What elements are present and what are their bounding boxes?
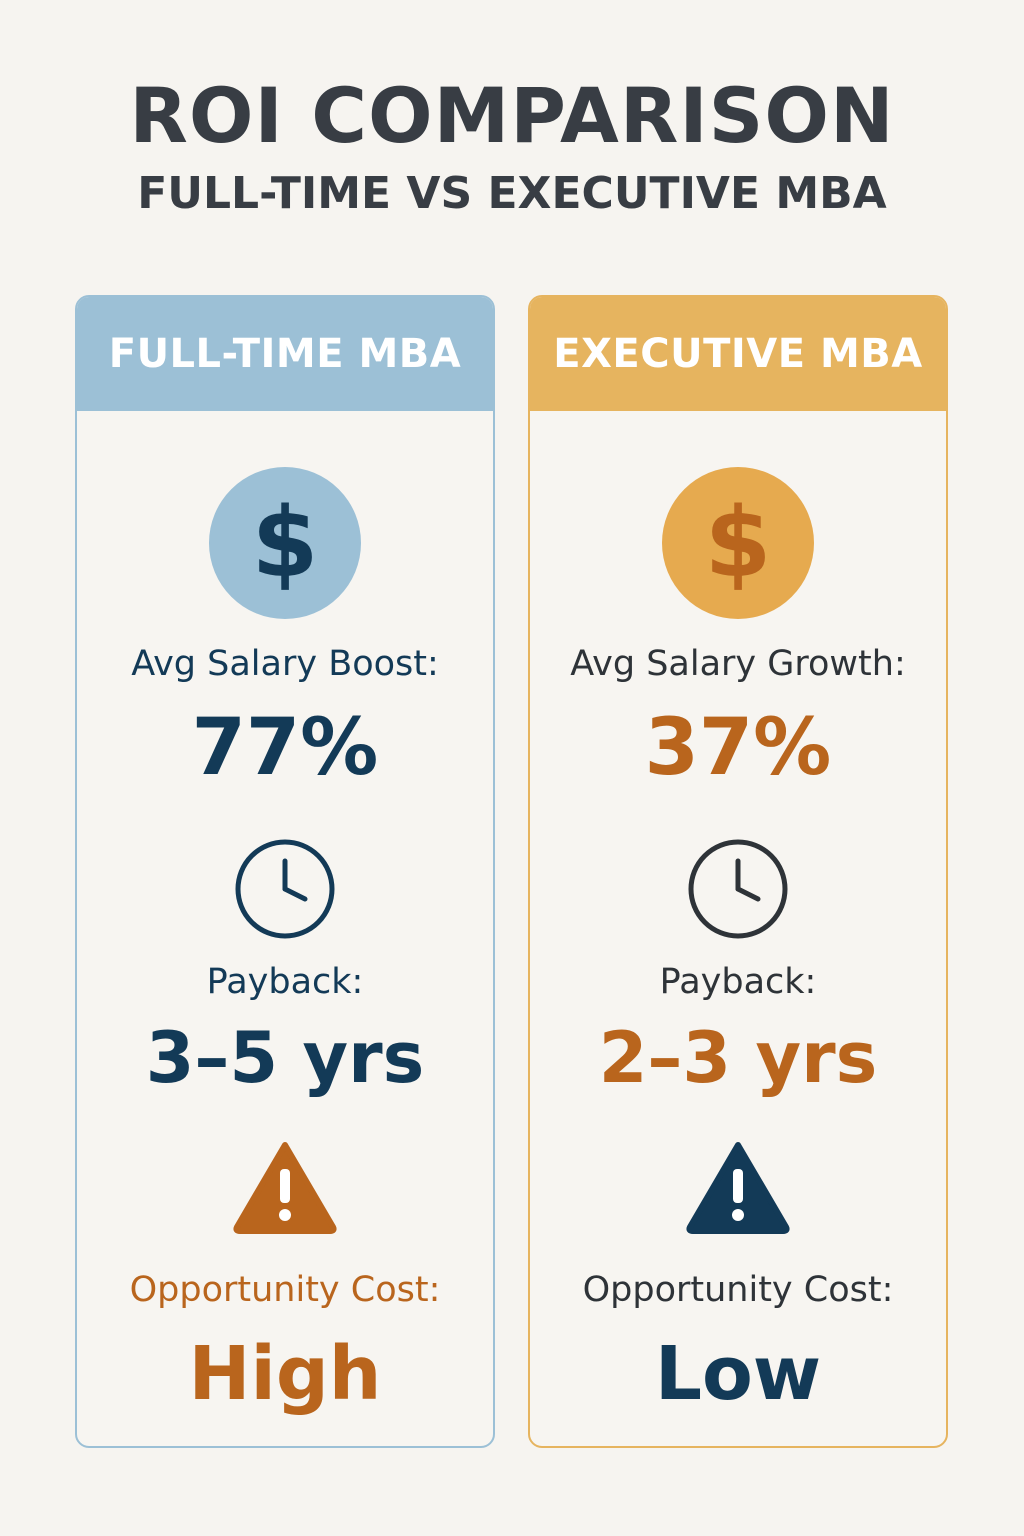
dollar-icon: $ <box>662 467 814 619</box>
salary-label: Avg Salary Growth: <box>570 644 906 684</box>
dollar-icon: $ <box>209 467 361 619</box>
card-header: FULL-TIME MBA <box>77 297 493 411</box>
salary-value: 77% <box>191 703 379 793</box>
payback-value: 3–5 yrs <box>145 1017 425 1099</box>
opportunity-value: High <box>188 1331 382 1417</box>
page-title: ROI COMPARISON <box>129 71 895 160</box>
warning-icon <box>233 1142 337 1234</box>
clock-icon <box>688 839 788 939</box>
payback-label: Payback: <box>206 962 364 1002</box>
card-header: EXECUTIVE MBA <box>530 297 946 411</box>
opportunity-label: Opportunity Cost: <box>582 1270 894 1310</box>
salary-label: Avg Salary Boost: <box>131 644 439 684</box>
payback-value: 2–3 yrs <box>598 1017 878 1099</box>
opportunity-value: Low <box>654 1331 822 1417</box>
clock-icon <box>235 839 335 939</box>
payback-label: Payback: <box>659 962 817 1002</box>
full-time-mba-card: FULL-TIME MBA $ Avg Salary Boost: 77% Pa… <box>75 295 495 1448</box>
page-subtitle: FULL-TIME VS EXECUTIVE MBA <box>137 168 887 219</box>
executive-mba-card: EXECUTIVE MBA $ Avg Salary Growth: 37% P… <box>528 295 948 1448</box>
warning-icon <box>686 1142 790 1234</box>
opportunity-label: Opportunity Cost: <box>129 1270 441 1310</box>
salary-value: 37% <box>644 703 832 793</box>
